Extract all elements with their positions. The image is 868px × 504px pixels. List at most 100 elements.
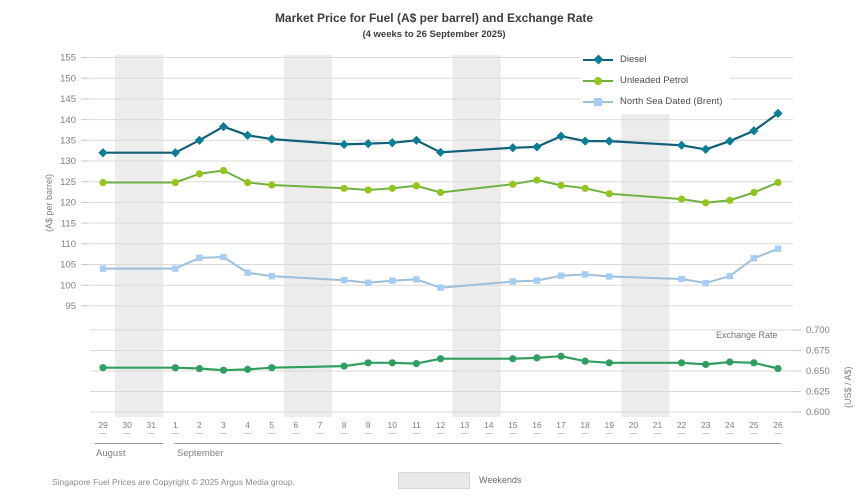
data-point-square <box>244 269 251 276</box>
left-axis-tick-label: 130 <box>60 156 76 167</box>
data-point-circle <box>557 181 565 190</box>
day-label: 13 <box>460 420 470 430</box>
chart-title: Market Price for Fuel (A$ per barrel) an… <box>274 11 594 25</box>
legend-item-unleaded-petrol: Unleaded Petrol <box>583 70 722 91</box>
data-point-square <box>702 279 709 287</box>
data-point-diamond <box>363 139 373 149</box>
weekend-band <box>283 55 333 417</box>
right-axis-tick-label: 0.625 <box>806 387 830 398</box>
data-point-circle <box>581 184 589 192</box>
data-point-circle <box>750 188 758 197</box>
september-axis-line <box>174 443 781 444</box>
data-point-diamond <box>532 142 542 152</box>
data-point-diamond <box>411 135 421 145</box>
weekend-band <box>621 55 670 417</box>
day-label: 21 <box>653 420 663 430</box>
month-label-august: August <box>96 448 126 459</box>
legend-label-diesel: Diesel <box>620 54 647 65</box>
data-point-square <box>364 279 372 286</box>
data-point-circle <box>219 366 228 374</box>
left-axis-tick-label: 150 <box>60 73 76 84</box>
data-point-circle <box>436 355 445 363</box>
data-point-square <box>268 272 275 280</box>
data-point-circle <box>388 184 396 192</box>
data-point-diamond <box>194 135 205 145</box>
data-point-square <box>389 277 396 284</box>
data-point-diamond <box>676 140 687 150</box>
right-axis-tick-label: 0.600 <box>806 407 830 418</box>
day-label: 29 <box>98 420 108 430</box>
left-axis-tick-label: 135 <box>60 136 76 147</box>
data-point-circle <box>195 170 204 178</box>
day-label: 25 <box>749 420 759 430</box>
data-point-diamond <box>243 130 253 140</box>
data-point-square <box>750 255 758 262</box>
data-point-diamond <box>218 122 229 132</box>
day-label: 1 <box>173 420 178 430</box>
day-label: 15 <box>508 420 518 430</box>
weekend-band <box>452 55 501 417</box>
day-label: 20 <box>629 420 639 430</box>
legend-label-brent: North Sea Dated (Brent) <box>620 96 723 107</box>
left-axis-tick-label: 100 <box>60 280 76 291</box>
data-point-circle <box>412 182 420 190</box>
left-axis-tick-label: 140 <box>60 115 76 126</box>
day-label: 18 <box>580 420 590 430</box>
data-point-diamond <box>98 148 108 158</box>
data-point-circle <box>557 352 565 360</box>
data-point-square <box>581 271 589 278</box>
left-axis-tick-label: 105 <box>60 260 76 271</box>
data-point-circle <box>605 190 613 198</box>
left-axis-tick-label: 145 <box>60 94 76 105</box>
day-label: 17 <box>556 420 566 430</box>
data-point-circle <box>533 354 541 362</box>
data-point-circle <box>244 178 252 187</box>
data-point-circle <box>171 178 179 187</box>
data-point-circle <box>774 364 782 373</box>
weekend-bands <box>115 55 670 417</box>
day-label: 2 <box>197 420 202 430</box>
data-point-square <box>678 275 685 283</box>
day-label: 8 <box>342 420 347 430</box>
data-point-circle <box>702 199 710 207</box>
data-point-circle <box>268 181 276 189</box>
series-unleaded-petrol <box>99 166 782 207</box>
exchange-rate-annotation: Exchange Rate <box>716 330 778 340</box>
data-point-circle <box>340 362 348 370</box>
data-point-diamond <box>170 148 180 158</box>
data-point-circle <box>412 360 420 368</box>
right-axis-tick-label: 0.650 <box>806 366 830 377</box>
left-axis-tick-label: 155 <box>60 53 76 64</box>
day-label: 26 <box>773 420 783 430</box>
data-point-circle <box>533 176 541 184</box>
data-point-square <box>726 272 733 280</box>
left-axis-tick-label: 115 <box>61 218 76 229</box>
right-axis-tick-label: 0.675 <box>806 346 830 357</box>
data-point-circle <box>364 359 372 367</box>
data-point-circle <box>702 360 710 369</box>
data-point-circle <box>509 355 517 363</box>
data-point-diamond <box>749 126 759 136</box>
weekend-legend-label: Weekends <box>479 475 522 485</box>
series-line <box>102 169 779 204</box>
unleaded-line-sample-icon <box>583 76 613 86</box>
data-point-diamond <box>725 136 735 146</box>
chart-legend: Diesel Unleaded Petrol North Sea Dated (… <box>580 47 731 114</box>
data-point-circle <box>244 365 252 373</box>
data-point-diamond <box>604 136 614 146</box>
data-point-square <box>533 277 541 284</box>
day-label: 3 <box>221 420 226 430</box>
left-axis-tick-label: 125 <box>60 177 76 188</box>
series-diesel <box>98 108 783 158</box>
day-label: 16 <box>532 420 542 430</box>
data-point-circle <box>605 359 613 367</box>
day-label: 31 <box>146 420 156 430</box>
data-point-circle <box>774 178 782 187</box>
day-axis: 29 30 31 1 2 3 4 5 6 7 8 9 10 11 12 13 14 15 16 17 18 19 20 21 2… <box>98 420 783 434</box>
day-label: 11 <box>412 420 421 430</box>
data-point-square <box>437 284 444 291</box>
data-point-square <box>99 265 107 272</box>
brent-line-sample-icon <box>583 97 613 107</box>
